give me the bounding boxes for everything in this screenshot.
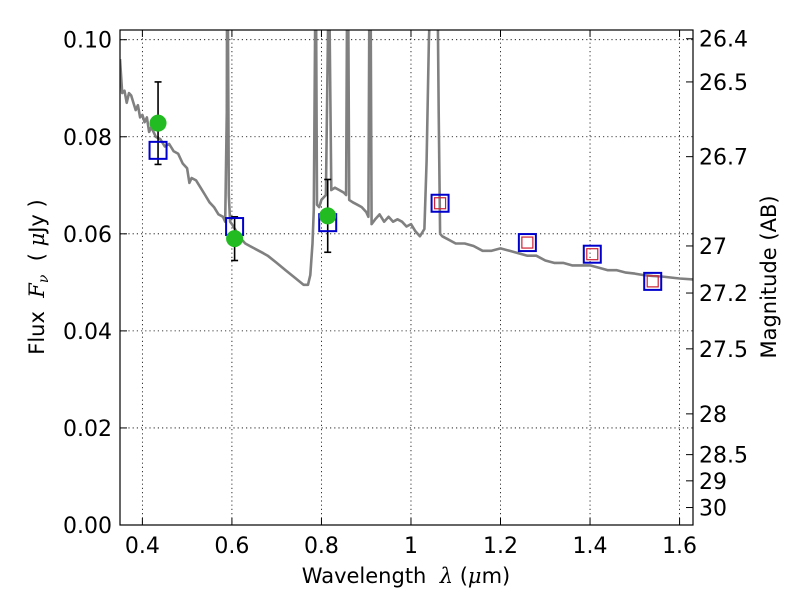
x-tick-label: 1.4 (573, 534, 608, 559)
y2-tick-label: 26.4 (699, 28, 748, 53)
y-axis-label: Flux Fν ( μJy ) (25, 199, 52, 354)
x-tick-label: 1.2 (483, 534, 518, 559)
sed-line (120, 30, 693, 287)
y2-tick-label: 26.5 (699, 71, 748, 96)
y-tick-label: 0.10 (63, 29, 112, 54)
axes-frame (119, 29, 694, 526)
x-tick-label: 1 (404, 534, 418, 559)
y2-tick-label: 30 (699, 497, 727, 522)
observed-point (226, 230, 244, 248)
model-square (517, 233, 537, 253)
y2-tick-label: 27 (699, 235, 727, 260)
ticks: 0.4 0.6 0.8 1 1.2 1.4 1.6 0.00 0.02 0.04 0.06 0.08 0… (63, 28, 748, 559)
x-tick-label: 0.6 (214, 534, 249, 559)
y-tick-label: 0.08 (63, 126, 112, 151)
model-square (148, 140, 168, 160)
y2-tick-label: 28 (699, 403, 727, 428)
y-tick-label: 0.06 (63, 223, 112, 248)
predicted-square (646, 275, 659, 288)
y2-tick-label: 27.2 (699, 282, 748, 307)
y2-tick-label: 28.5 (699, 444, 748, 469)
x-tick-label: 0.4 (125, 534, 160, 559)
predicted-square (586, 248, 599, 261)
model-square (430, 193, 450, 213)
y-tick-label: 0.04 (63, 320, 112, 345)
y-tick-label: 0.02 (63, 417, 112, 442)
y2-axis-label: Magnitude (AB) (757, 195, 781, 358)
y-tick-label: 0.00 (63, 514, 112, 539)
plot-area (120, 30, 693, 291)
predicted-square (521, 236, 534, 249)
x-tick-label: 0.8 (304, 534, 339, 559)
x-axis-label: Wavelength λ (μm) (302, 564, 510, 588)
observed-point (319, 207, 337, 225)
model-square (582, 244, 602, 264)
observed-point (149, 114, 167, 132)
predicted-square (433, 197, 447, 210)
y2-tick-label: 26.7 (699, 146, 748, 171)
x-tick-label: 1.6 (662, 534, 697, 559)
model-square (643, 271, 663, 291)
y2-tick-label: 29 (699, 470, 727, 495)
y2-tick-label: 27.5 (699, 338, 748, 363)
